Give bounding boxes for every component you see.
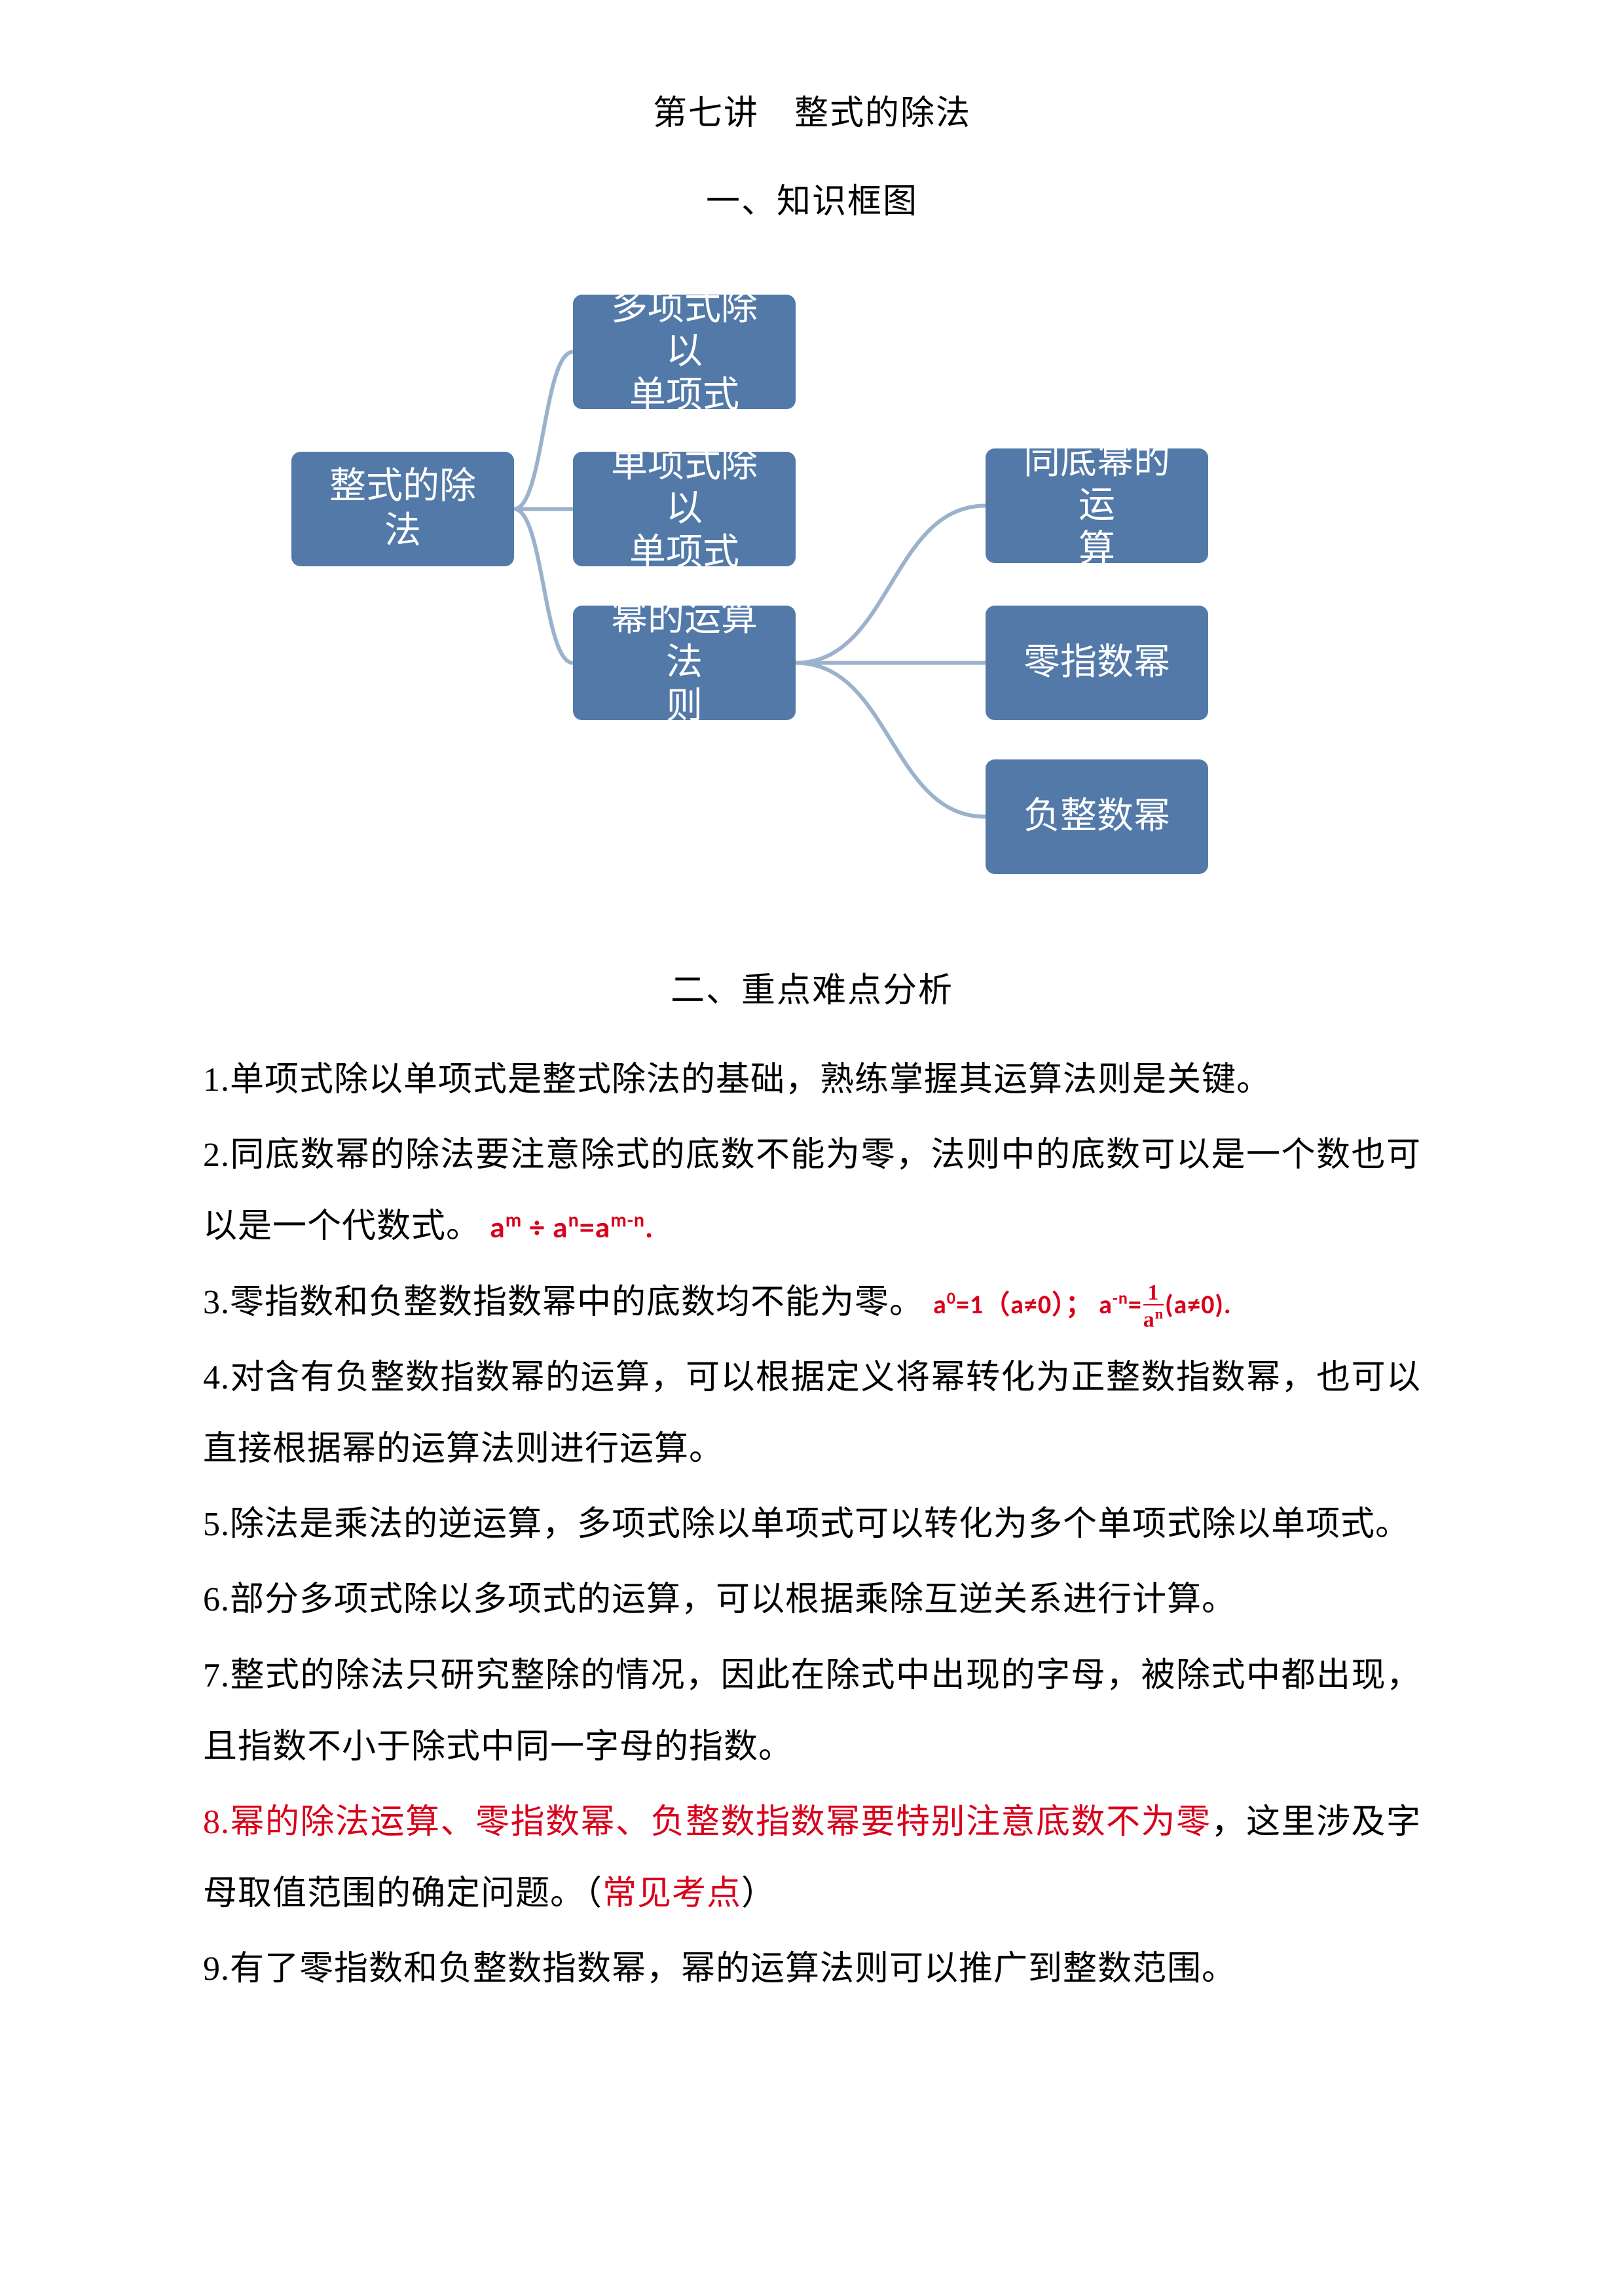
node-power: 幂的运算法则 [573, 606, 796, 720]
node-zero: 零指数幂 [986, 606, 1208, 720]
f-a0-eq: =1（a≠0）； [956, 1288, 1092, 1321]
point-2: 2.同底数幂的除法要注意除式的底数不能为零，法则中的底数可以是一个数也可以是一个… [203, 1120, 1421, 1262]
tree-edges [203, 255, 1421, 936]
f-sup-n: n [568, 1209, 580, 1233]
f-an-base: a [1099, 1288, 1113, 1321]
point-4: 4.对含有负整数指数幂的运算，可以根据定义将幂转化为正整数指数幂，也可以直接根据… [203, 1342, 1421, 1485]
p3-formula: a0=1（a≠0）； a-n=1an(a≠0). [933, 1288, 1232, 1321]
p8-black-b: ） [741, 1875, 776, 1912]
point-8: 8.幂的除法运算、零指数幂、负整数指数幂要特别注意底数不为零，这里涉及字母取值范… [203, 1787, 1421, 1929]
point-9: 9.有了零指数和负整数指数幂，幂的运算法则可以推广到整数范围。 [203, 1933, 1421, 2005]
node-mono: 单项式除以单项式 [573, 452, 796, 566]
f-dot: . [645, 1209, 654, 1246]
p2-formula: am ÷ an=am-n. [490, 1209, 654, 1246]
f-an-tail: (a≠0). [1165, 1288, 1232, 1321]
node-same: 同底幂的运算 [986, 448, 1208, 563]
page-title: 第七讲 整式的除法 [203, 85, 1421, 134]
f-a0-base: a [933, 1288, 947, 1321]
knowledge-tree: 整式的除法 多项式除以单项式 单项式除以单项式 幂的运算法则 同底幂的运算 零指… [203, 255, 1421, 936]
f-base2: a [553, 1209, 568, 1246]
f-sup-mn: m-n [610, 1209, 645, 1233]
f-sup-m: m [506, 1209, 522, 1233]
f-an-eq: = [1128, 1288, 1142, 1321]
f-a0-sup: 0 [947, 1287, 956, 1308]
node-root: 整式的除法 [291, 452, 514, 566]
node-poly: 多项式除以单项式 [573, 295, 796, 409]
p8-red: 8.幂的除法运算、零指数幂、负整数指数幂要特别注意底数不为零 [203, 1804, 1211, 1841]
point-3: 3.零指数和负整数指数幂中的底数均不能为零。 a0=1（a≠0）； a-n=1a… [203, 1267, 1421, 1338]
p3-text: 3.零指数和负整数指数幂中的底数均不能为零。 [203, 1284, 924, 1321]
point-5: 5.除法是乘法的逆运算，多项式除以单项式可以转化为多个单项式除以单项式。 [203, 1489, 1421, 1560]
f-an-sup: -n [1113, 1287, 1128, 1308]
point-1: 1.单项式除以单项式是整式除法的基础，熟练掌握其运算法则是关键。 [203, 1044, 1421, 1116]
frac-num: 1 [1143, 1282, 1164, 1305]
p2-text: 2.同底数幂的除法要注意除式的底数不能为零，法则中的底数可以是一个数也可以是一个… [203, 1137, 1421, 1245]
point-7: 7.整式的除法只研究整除的情况，因此在除式中出现的字母，被除式中都出现，且指数不… [203, 1640, 1421, 1783]
node-neg: 负整数幂 [986, 759, 1208, 874]
section-1-title: 一、知识框图 [203, 173, 1421, 223]
f-eq: =a [580, 1209, 611, 1246]
frac-den-sup: n [1155, 1305, 1164, 1322]
f-div: ÷ [522, 1209, 553, 1246]
section-2-title: 二、重点难点分析 [203, 962, 1421, 1011]
frac-den-base: a [1143, 1308, 1155, 1332]
point-6: 6.部分多项式除以多项式的运算，可以根据乘除互逆关系进行计算。 [203, 1564, 1421, 1635]
fraction: 1 an [1143, 1282, 1164, 1331]
p8-red2: 常见考点 [602, 1875, 741, 1912]
f-base: a [490, 1209, 506, 1246]
